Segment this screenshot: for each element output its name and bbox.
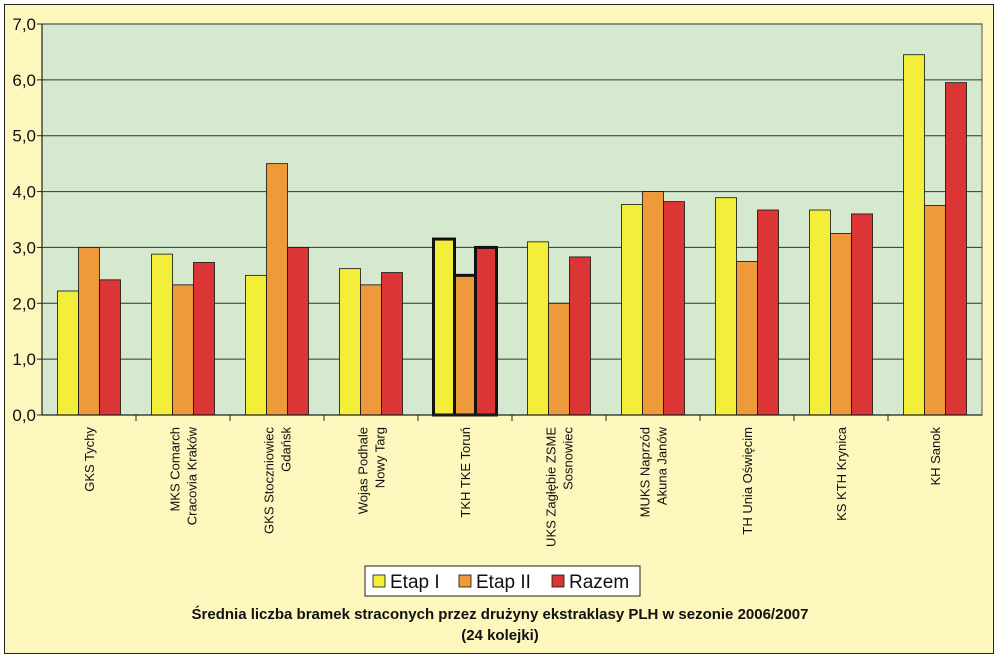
- bar-etap-ii: [830, 233, 852, 416]
- category-label: Wojas Podhale Nowy Targ: [356, 427, 388, 514]
- y-tick-label: 3,0: [12, 238, 36, 257]
- legend-label: Razem: [569, 572, 629, 593]
- bar-etap-i: [339, 268, 361, 416]
- bar-etap-ii: [736, 260, 758, 416]
- bar-etap-i: [57, 290, 79, 416]
- bar-razem: [663, 201, 685, 416]
- y-tick-label: 1,0: [12, 350, 36, 369]
- legend-swatch: [372, 574, 386, 588]
- legend: Etap I Etap II Razem: [364, 565, 641, 597]
- category-label: TKH TKE Toruń: [458, 427, 473, 518]
- chart-subtitle: (24 kolejki): [461, 627, 539, 644]
- bar-etap-i: [621, 204, 643, 416]
- y-tick-label: 4,0: [12, 183, 36, 202]
- bar-etap-ii: [266, 163, 288, 416]
- category-labels: GKS Tychy MKS Comarch Cracovia Kraków GKS S…: [82, 426, 943, 547]
- y-tick-label: 2,0: [12, 294, 36, 313]
- bar-etap-ii: [360, 284, 382, 416]
- chart-title: Średnia liczba bramek straconych przez d…: [192, 605, 809, 623]
- category-label: MKS Comarch Cracovia Kraków: [168, 426, 200, 525]
- bar-etap-i: [245, 274, 267, 416]
- category-label: GKS Tychy: [82, 427, 97, 492]
- x-axis-ticks: [135, 415, 889, 421]
- y-tick-label: 5,0: [12, 127, 36, 146]
- bar-etap-i: [432, 237, 456, 417]
- y-tick-label: 6,0: [12, 71, 36, 90]
- bar-razem: [287, 247, 309, 416]
- bar-etap-ii: [548, 302, 570, 416]
- y-tick-label: 7,0: [12, 15, 36, 34]
- legend-swatch: [458, 574, 472, 588]
- bar-etap-ii: [924, 205, 946, 416]
- bar-razem: [851, 213, 873, 416]
- bar-razem: [945, 82, 967, 416]
- legend-label: Etap II: [476, 572, 531, 593]
- category-label: KS KTH Krynica: [834, 426, 849, 521]
- bar-etap-i: [527, 241, 549, 416]
- y-tick-label: 0,0: [12, 406, 36, 425]
- category-label: MUKS Naprzód Akuna Janów: [638, 426, 670, 517]
- bar-razem: [381, 272, 403, 416]
- bar-razem: [569, 256, 591, 416]
- category-label: UKS Zagłębie ZSME Sosnowiec: [544, 427, 576, 547]
- bar-razem: [193, 262, 215, 416]
- legend-box: [364, 565, 641, 597]
- bar-etap-ii: [453, 273, 477, 417]
- y-axis-ticks: 0,0 1,0 2,0 3,0 4,0 5,0 6,0 7,0: [12, 15, 42, 425]
- legend-label: Etap I: [390, 572, 440, 593]
- bar-etap-i: [151, 253, 173, 416]
- bar-etap-i: [809, 209, 831, 416]
- category-label: GKS Stoczniowiec Gdańsk: [262, 427, 294, 534]
- bar-etap-i: [903, 54, 925, 416]
- bar-etap-ii: [172, 284, 194, 416]
- bar-etap-ii: [642, 191, 664, 416]
- legend-swatch: [551, 574, 565, 588]
- category-label: KH Sanok: [928, 427, 943, 486]
- bar-etap-ii: [78, 247, 100, 416]
- bar-razem: [99, 279, 121, 416]
- bar-etap-i: [715, 197, 737, 416]
- category-label: TH Unia Oświęcim: [740, 427, 755, 535]
- bar-razem: [757, 209, 779, 416]
- bar-razem: [474, 245, 498, 417]
